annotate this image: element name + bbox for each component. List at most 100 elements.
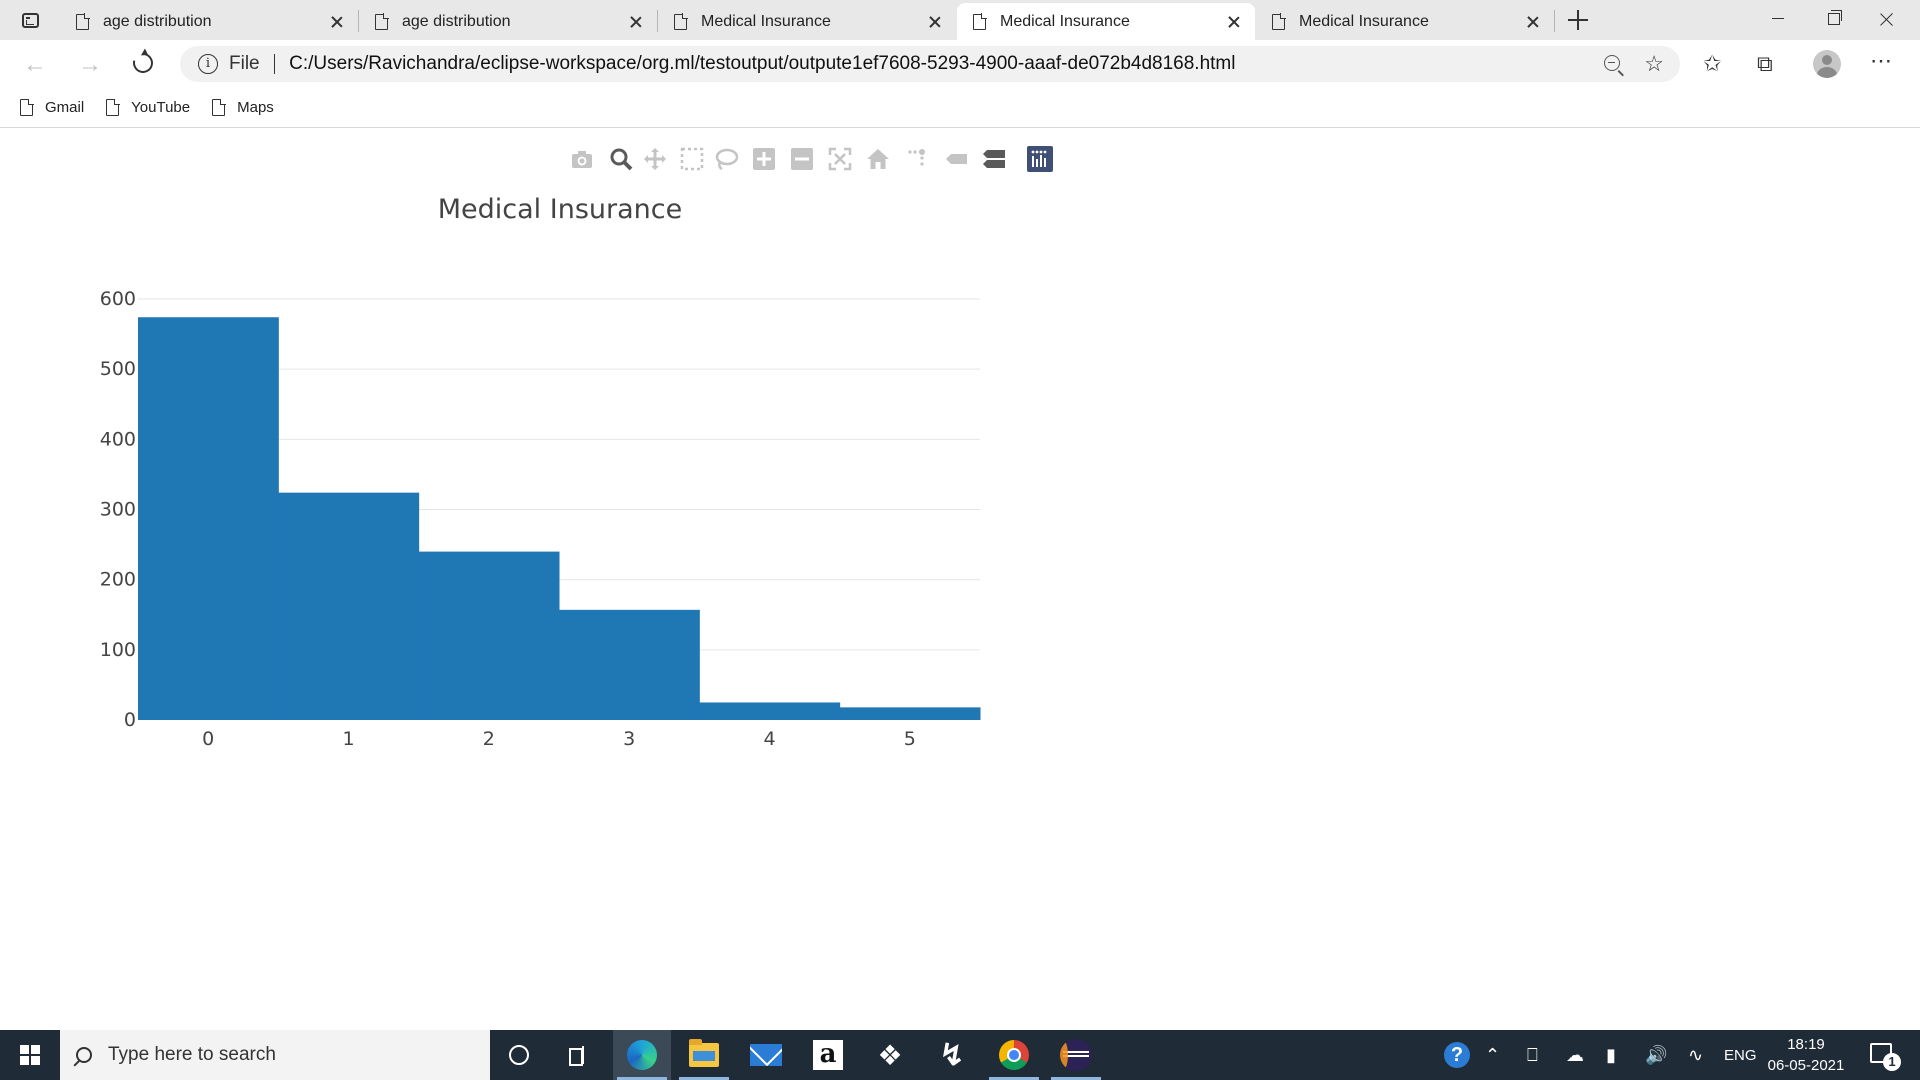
amazon-icon: a: [813, 1040, 843, 1070]
tab-title: age distribution: [103, 12, 212, 30]
meet-now-icon[interactable]: ⎕: [1527, 1044, 1538, 1065]
box-select-icon[interactable]: [678, 146, 706, 174]
search-icon: [76, 1047, 92, 1063]
zoom-indicator-icon[interactable]: [1604, 55, 1620, 71]
bar[interactable]: [839, 707, 981, 720]
help-icon[interactable]: ?: [1444, 1042, 1470, 1068]
battery-icon[interactable]: ▮: [1606, 1044, 1616, 1065]
plotly-logo-icon[interactable]: [1026, 146, 1054, 174]
restore-button[interactable]: [1805, 0, 1859, 38]
tab-close-icon[interactable]: [627, 13, 645, 31]
minimize-button[interactable]: [1750, 0, 1804, 38]
volume-icon[interactable]: 🔊: [1645, 1044, 1668, 1065]
bookmark-gmail[interactable]: Gmail: [20, 98, 85, 116]
chart-plot-area[interactable]: 0 100 200 300 400 500 600 0 1 2 3 4 5: [0, 180, 1000, 760]
add-favorite-icon[interactable]: ☆: [1644, 51, 1664, 76]
x-tick-label: 5: [904, 728, 916, 750]
tab-3-active[interactable]: Medical Insurance: [957, 3, 1255, 40]
chart-title: Medical Insurance: [437, 194, 683, 225]
tab-separator: [358, 10, 359, 32]
camera-icon[interactable]: [568, 146, 596, 174]
reset-axes-icon[interactable]: [864, 146, 892, 174]
onedrive-icon[interactable]: ☁: [1566, 1044, 1584, 1065]
bar-chart: Medical Insurance 0 100 200 300 400 500 600 0 1 2…: [0, 180, 1000, 760]
zoom-icon[interactable]: [607, 146, 635, 174]
favorites-icon[interactable]: ✩: [1703, 51, 1722, 76]
chrome-icon: [999, 1040, 1029, 1070]
pan-icon[interactable]: [641, 146, 669, 174]
tab-close-icon[interactable]: [1524, 13, 1542, 31]
bar[interactable]: [278, 492, 420, 720]
tab-close-icon[interactable]: [1225, 13, 1243, 31]
clock-time: 18:19: [1787, 1036, 1825, 1053]
profile-avatar[interactable]: [1813, 50, 1841, 78]
zoom-out-icon[interactable]: [788, 146, 816, 174]
tab-actions-icon: [21, 12, 39, 28]
wifi-icon[interactable]: ∿: [1688, 1044, 1704, 1065]
taskbar-file-explorer[interactable]: [675, 1030, 733, 1080]
hover-compare-icon[interactable]: [980, 146, 1008, 174]
url-text[interactable]: C:/Users/Ravichandra/eclipse-workspace/o…: [289, 53, 1236, 74]
tab-1[interactable]: age distribution: [359, 3, 657, 40]
y-tick-label: 400: [100, 428, 136, 450]
clock-date: 06-05-2021: [1767, 1057, 1845, 1074]
zoom-in-icon[interactable]: [750, 146, 778, 174]
tab-close-icon[interactable]: [328, 13, 346, 31]
y-tick-label: 500: [100, 358, 136, 380]
y-tick-label: 300: [100, 499, 136, 521]
collections-icon[interactable]: ⧉: [1757, 51, 1773, 76]
start-button[interactable]: [20, 1045, 40, 1065]
tab-2[interactable]: Medical Insurance: [658, 3, 956, 40]
taskbar-app-bolt[interactable]: ↯: [923, 1030, 981, 1080]
address-bar[interactable]: i File C:/Users/Ravichandra/eclipse-work…: [180, 46, 1680, 82]
show-hidden-icons[interactable]: ⌃: [1485, 1044, 1501, 1065]
taskbar-mail[interactable]: [737, 1030, 795, 1080]
page-icon: [674, 13, 688, 30]
cortana-icon: [509, 1045, 529, 1065]
window-close-button[interactable]: [1860, 0, 1914, 38]
active-indicator: [989, 1077, 1039, 1080]
back-button[interactable]: ←: [23, 51, 47, 78]
more-options-icon[interactable]: ⋯: [1870, 48, 1893, 73]
tab-separator: [1554, 10, 1555, 32]
hover-closest-icon[interactable]: [942, 146, 970, 174]
cortana-button[interactable]: [490, 1030, 548, 1080]
page-icon: [212, 98, 226, 116]
forward-button[interactable]: →: [78, 51, 102, 78]
reload-button[interactable]: [129, 49, 157, 77]
language-indicator[interactable]: ENG: [1724, 1046, 1757, 1064]
new-tab-button[interactable]: [1566, 8, 1590, 32]
edge-icon: [627, 1040, 657, 1070]
y-tick-label: 100: [100, 639, 136, 661]
bar[interactable]: [699, 702, 841, 720]
bookmark-label: Gmail: [45, 99, 85, 116]
bar[interactable]: [138, 317, 279, 720]
system-clock[interactable]: 18:19 06-05-2021: [1760, 1034, 1852, 1076]
x-tick-label: 2: [483, 728, 495, 750]
browser-toolbar: ← → i File C:/Users/Ravichandra/eclipse-…: [0, 40, 1920, 88]
bar[interactable]: [418, 551, 560, 720]
taskbar-amazon[interactable]: a: [799, 1030, 857, 1080]
dropbox-icon: ❖: [877, 1039, 903, 1071]
bar[interactable]: [559, 609, 700, 720]
taskbar-search[interactable]: Type here to search: [60, 1030, 490, 1080]
bookmark-youtube[interactable]: YouTube: [106, 98, 190, 116]
spike-lines-icon[interactable]: [904, 146, 932, 174]
task-view-icon: [569, 1046, 589, 1066]
lightning-icon: ↯: [939, 1038, 965, 1072]
taskbar-chrome[interactable]: [985, 1030, 1043, 1080]
action-center-button[interactable]: 1: [1870, 1043, 1901, 1071]
tab-4[interactable]: Medical Insurance: [1256, 3, 1554, 40]
page-icon: [973, 13, 987, 30]
taskbar-dropbox[interactable]: ❖: [861, 1030, 919, 1080]
tab-0[interactable]: age distribution: [60, 3, 358, 40]
bookmark-maps[interactable]: Maps: [212, 98, 274, 116]
lasso-select-icon[interactable]: [712, 146, 740, 174]
autoscale-icon[interactable]: [826, 146, 854, 174]
tab-actions-button[interactable]: [12, 7, 48, 33]
taskbar-edge[interactable]: [613, 1030, 671, 1080]
taskbar-eclipse[interactable]: [1047, 1030, 1105, 1080]
task-view-button[interactable]: [550, 1030, 608, 1080]
tab-close-icon[interactable]: [926, 13, 944, 31]
info-icon[interactable]: i: [198, 54, 218, 74]
